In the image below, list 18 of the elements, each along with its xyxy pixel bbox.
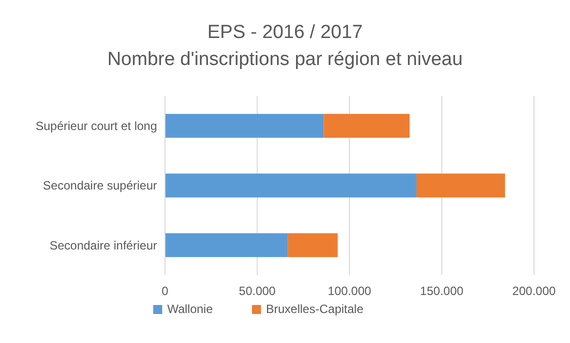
bar <box>288 233 338 258</box>
x-tick-label: 0 <box>162 284 169 298</box>
bar <box>165 233 288 258</box>
bar <box>324 114 410 138</box>
legend-label: Wallonie <box>167 302 214 316</box>
bar <box>165 174 416 198</box>
legend-label: Bruxelles-Capitale <box>266 302 364 316</box>
x-tick-label: 200.000 <box>512 284 556 298</box>
bar <box>165 114 324 138</box>
x-tick-label: 150.000 <box>420 284 464 298</box>
x-tick-label: 50.000 <box>238 284 276 298</box>
y-tick-label: Supérieur court et long <box>36 119 157 134</box>
chart-subtitle: Nombre d'inscriptions par région et niveau <box>107 49 463 70</box>
bar <box>416 174 506 198</box>
y-tick-label: Secondaire supérieur <box>42 178 157 193</box>
y-tick-label: Secondaire inférieur <box>50 238 157 252</box>
chart-title: EPS - 2016 / 2017 <box>207 22 363 43</box>
x-tick-label: 100.000 <box>328 284 372 298</box>
